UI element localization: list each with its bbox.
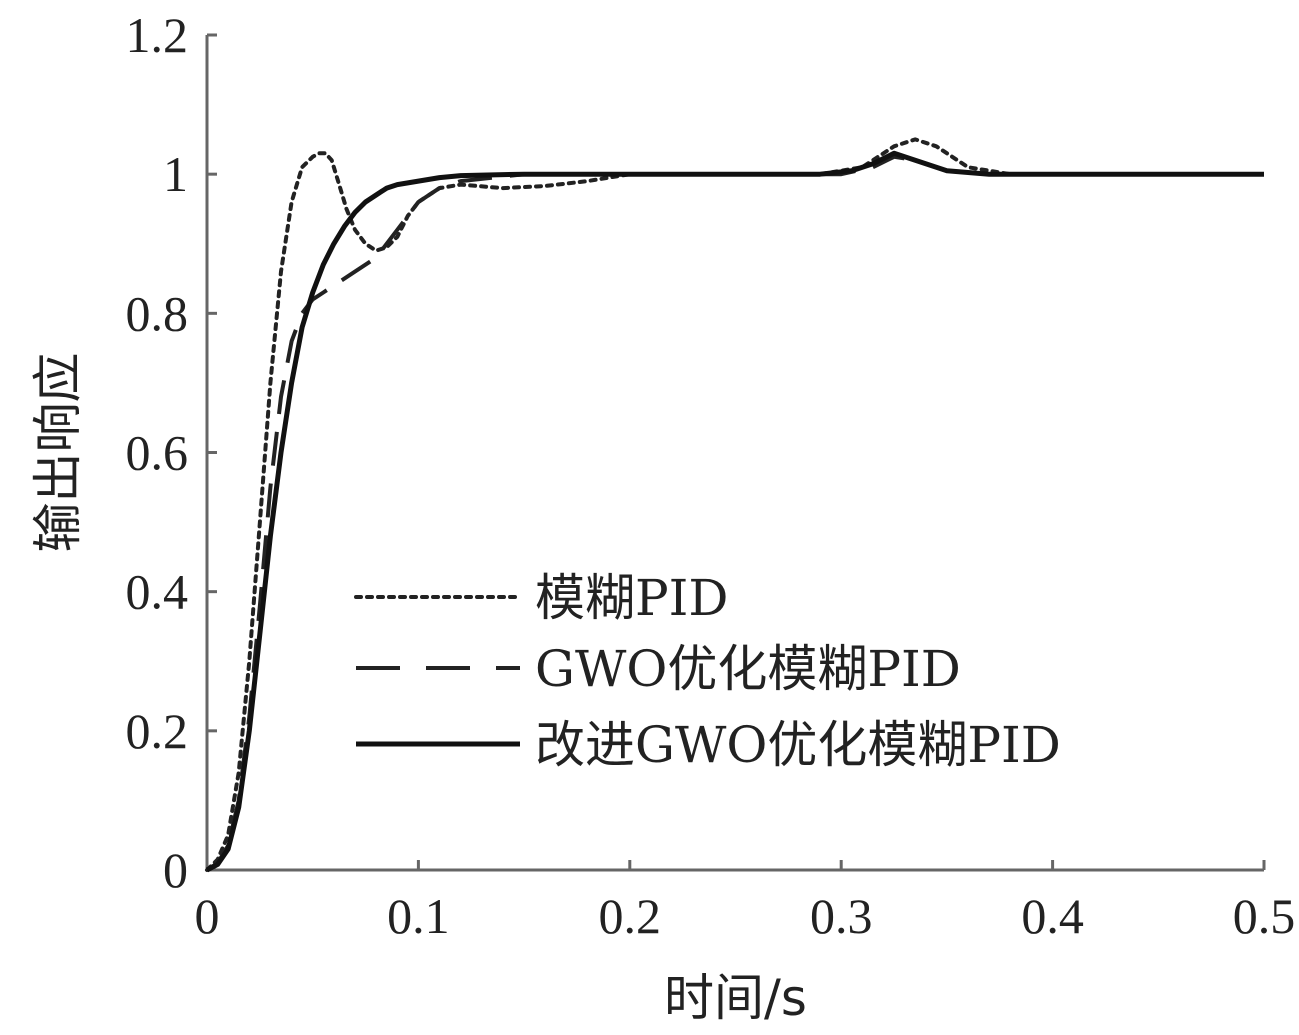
- x-tick-label: 0.3: [810, 888, 873, 944]
- y-tick-label: 0.4: [126, 564, 189, 620]
- y-tick-label: 0.6: [126, 425, 189, 481]
- series-line-2: [205, 154, 1264, 872]
- x-tick-label: 0.2: [599, 888, 662, 944]
- x-axis-title: 时间/s: [664, 969, 807, 1027]
- x-tick-label: 0.5: [1233, 888, 1296, 944]
- y-tick-label: 1: [163, 146, 188, 202]
- y-tick-label: 0.8: [126, 285, 189, 341]
- tick-marks: [205, 33, 1266, 872]
- y-tick-label: 0: [163, 842, 188, 898]
- tick-labels: 0 0.1 0.2 0.3 0.4 0.5 0 0.2 0.4 0.6 0.8 1 1.2: [126, 7, 1296, 944]
- series-layer: [205, 137, 1266, 873]
- y-axis-title: 输出响应: [29, 353, 87, 553]
- legend-label-3: 改进GWO优化模糊PID: [535, 716, 1061, 774]
- y-tick-label: 0.2: [126, 703, 189, 759]
- y-tick-label: 1.2: [126, 7, 189, 63]
- series-line-1: [205, 137, 1266, 872]
- legend-label-1: 模糊PID: [535, 569, 728, 627]
- series-line-3: [205, 150, 1264, 873]
- x-tick-label: 0.4: [1021, 888, 1084, 944]
- x-tick-label: 0.1: [387, 888, 450, 944]
- legend-label-2: GWO优化模糊PID: [535, 640, 961, 698]
- legend: 模糊PID GWO优化模糊PID 改进GWO优化模糊PID: [354, 569, 1061, 774]
- x-tick-label: 0: [195, 888, 220, 944]
